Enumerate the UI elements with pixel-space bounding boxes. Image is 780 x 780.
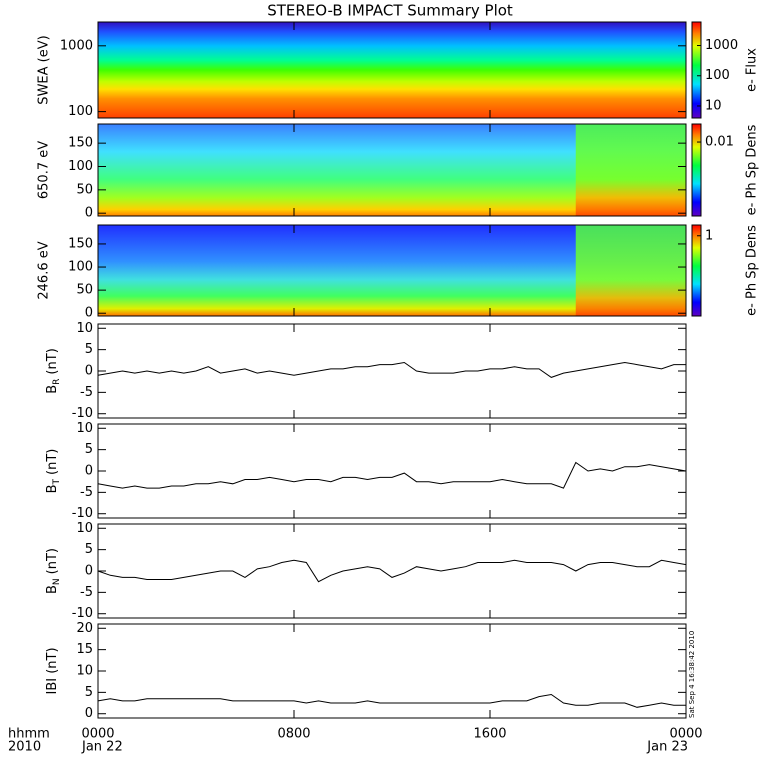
y-axis-label-symbol: B <box>45 385 60 394</box>
y-axis-label: IBI (nT) <box>45 647 60 694</box>
y-axis-label-symbol: IBI (nT) <box>45 647 60 694</box>
y-tick-label: 0 <box>85 206 93 221</box>
y-tick-label: -10 <box>72 606 93 621</box>
panel-frame <box>97 423 687 519</box>
y-tick-label: 150 <box>68 236 93 251</box>
x-tick-label: 0800 <box>277 727 310 742</box>
y-tick-label: 100 <box>68 104 93 119</box>
y-tick-label: 20 <box>76 621 93 636</box>
y-tick-label: 1000 <box>60 38 93 53</box>
y-tick-label: 10 <box>76 664 93 679</box>
y-axis-label: BN (nT) <box>45 548 62 594</box>
colorbar-label: e- Ph Sp Dens <box>745 225 760 316</box>
timestamp: Sat Sep 4 16:38:42 2010 <box>688 631 696 718</box>
y-tick-label: -10 <box>72 506 93 521</box>
y-axis-label-subscript: T <box>52 478 62 485</box>
x-tick-label: 1600 <box>473 727 506 742</box>
x-tick-label: 0000 <box>669 727 702 742</box>
data-line <box>97 461 687 489</box>
y-axis-label: 650.7 eV <box>37 141 52 199</box>
panel-frame <box>97 523 687 619</box>
data-line <box>97 361 686 378</box>
y-tick-label: 10 <box>76 321 93 336</box>
y-tick-label: 5 <box>85 685 93 700</box>
colorbar-tick-label: 0.01 <box>705 135 734 150</box>
title: STEREO-B IMPACT Summary Plot <box>267 2 513 20</box>
date-label: Jan 23 <box>646 740 688 755</box>
y-tick-label: 100 <box>68 159 93 174</box>
colorbar <box>691 21 702 119</box>
y-tick-label: 50 <box>76 182 93 197</box>
spectrogram-region <box>575 225 686 316</box>
y-tick-label: 15 <box>76 642 93 657</box>
colorbar-tick-label: 100 <box>705 68 730 83</box>
y-axis-label-unit: (nT) <box>45 348 60 374</box>
panel-frame <box>97 224 687 317</box>
y-tick-label: 50 <box>76 283 93 298</box>
y-tick-label: 10 <box>76 521 93 536</box>
colorbar-tick-label: 10 <box>705 98 722 113</box>
panel-frame <box>97 323 687 419</box>
y-axis-label: SWEA (eV) <box>37 35 52 104</box>
y-tick-label: 5 <box>85 442 93 457</box>
colorbar-tick-label: 1 <box>705 228 713 243</box>
spectrogram <box>98 22 686 118</box>
colorbar-label: e- Ph Sp Dens <box>745 124 760 215</box>
y-tick-label: 5 <box>85 342 93 357</box>
spectrogram-region <box>575 124 686 216</box>
y-tick-label: 0 <box>85 306 93 321</box>
date-label: Jan 22 <box>81 740 123 755</box>
panel-frame <box>97 21 687 119</box>
colorbar <box>691 123 702 217</box>
y-tick-label: 0 <box>85 364 93 379</box>
y-axis-label: 246.6 eV <box>37 241 52 299</box>
y-tick-label: -5 <box>80 585 93 600</box>
y-tick-label: -5 <box>80 385 93 400</box>
y-axis-label: BT (nT) <box>45 449 62 494</box>
y-axis-label-symbol: B <box>45 484 60 493</box>
y-axis-label-subscript: R <box>52 379 62 385</box>
colorbar-tick-label: 1000 <box>705 38 738 53</box>
year-label: 2010 <box>8 740 41 755</box>
data-line <box>97 693 686 708</box>
y-tick-label: -10 <box>72 406 93 421</box>
y-axis-label-subscript: N <box>52 578 62 585</box>
y-tick-label: 10 <box>76 421 93 436</box>
y-tick-label: 100 <box>68 260 93 275</box>
y-tick-label: 0 <box>85 706 93 721</box>
colorbar <box>691 224 702 317</box>
y-tick-label: 5 <box>85 542 93 557</box>
y-axis-label-unit: (nT) <box>45 548 60 574</box>
time-format-label: hhmm <box>8 727 50 742</box>
data-line <box>97 559 687 583</box>
y-axis-label: BR (nT) <box>45 348 62 394</box>
panel-frame <box>97 123 687 217</box>
y-tick-label: -5 <box>80 485 93 500</box>
colorbar-label: e- Flux <box>745 48 760 92</box>
y-axis-label-unit: (nT) <box>45 449 60 475</box>
y-tick-label: 0 <box>85 564 93 579</box>
y-axis-label-symbol: B <box>45 585 60 594</box>
x-tick-label: 0000 <box>81 727 114 742</box>
y-tick-label: 0 <box>85 464 93 479</box>
y-tick-label: 150 <box>68 136 93 151</box>
